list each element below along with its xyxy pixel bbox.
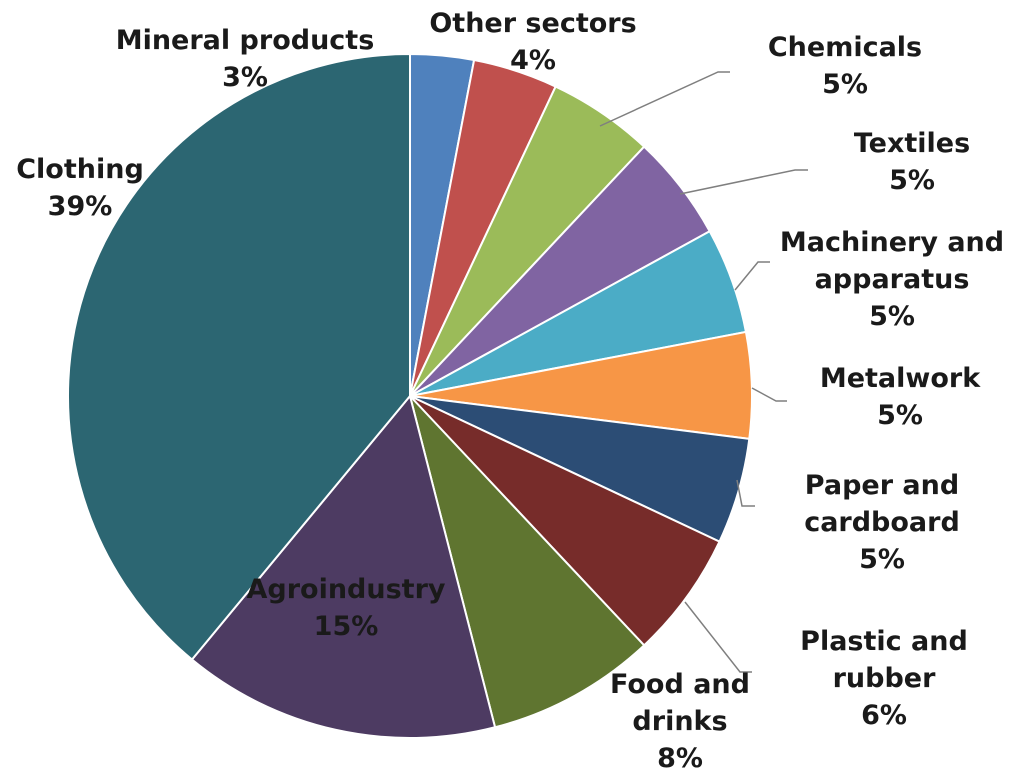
label-chemicals: Chemicals 5% bbox=[768, 32, 922, 100]
label-paper-and-cardboard: Paper and cardboard 5% bbox=[804, 470, 960, 575]
leader-plastic-and-rubber bbox=[684, 601, 752, 673]
slice-food-and-drinks bbox=[409, 395, 646, 729]
label-clothing: Clothing 39% bbox=[16, 154, 144, 222]
pie-slices bbox=[67, 52, 753, 739]
label-other-sectors: Other sectors 4% bbox=[429, 8, 636, 76]
label-machinery-and-apparatus: Machinery and apparatus 5% bbox=[780, 227, 1004, 332]
leader-metalwork bbox=[751, 387, 787, 402]
label-food-and-drinks: Food and drinks 8% bbox=[610, 669, 750, 774]
leader-paper-and-cardboard bbox=[736, 479, 755, 507]
leader-chemicals bbox=[599, 71, 730, 127]
label-plastic-and-rubber: Plastic and rubber 6% bbox=[800, 626, 968, 731]
slice-agroindustry bbox=[190, 393, 497, 739]
label-mineral-products: Mineral products 3% bbox=[116, 25, 375, 93]
label-textiles: Textiles 5% bbox=[854, 128, 970, 196]
slice-labels: Mineral products 3% Other sectors 4% Chemica… bbox=[16, 8, 1004, 774]
leader-machinery-and-apparatus bbox=[734, 261, 770, 291]
slice-clothing bbox=[67, 52, 411, 661]
slice-plastic-and-rubber bbox=[409, 395, 721, 647]
label-agroindustry: Agroindustry 15% bbox=[246, 574, 445, 642]
label-metalwork: Metalwork 5% bbox=[820, 363, 981, 431]
leader-lines bbox=[599, 71, 808, 673]
leader-textiles bbox=[679, 169, 808, 195]
